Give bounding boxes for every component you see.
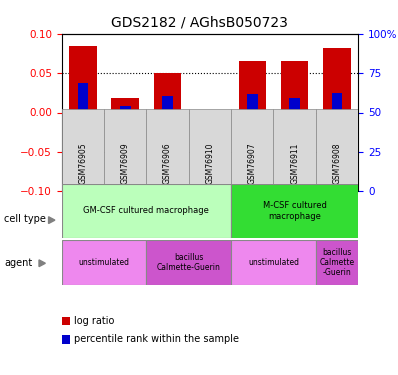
Text: cell type: cell type — [4, 214, 46, 224]
FancyBboxPatch shape — [231, 109, 273, 217]
Bar — [111, 98, 139, 112]
Text: GSM76910: GSM76910 — [205, 142, 215, 184]
Bar — [205, 112, 215, 142]
FancyBboxPatch shape — [316, 109, 358, 217]
FancyBboxPatch shape — [62, 184, 231, 238]
Text: unstimulated: unstimulated — [248, 258, 299, 267]
FancyBboxPatch shape — [146, 240, 231, 285]
Bar — [69, 46, 97, 112]
FancyBboxPatch shape — [104, 109, 146, 217]
Text: GSM76911: GSM76911 — [290, 142, 299, 184]
FancyBboxPatch shape — [273, 109, 316, 217]
Bar — [289, 98, 300, 112]
Text: GSM76909: GSM76909 — [121, 142, 130, 184]
Text: bacillus
Calmette-Guerin: bacillus Calmette-Guerin — [157, 253, 221, 272]
Bar — [238, 61, 266, 112]
FancyBboxPatch shape — [146, 109, 189, 217]
FancyBboxPatch shape — [231, 184, 358, 238]
Bar — [332, 93, 342, 112]
Text: GSM76908: GSM76908 — [332, 142, 341, 184]
Text: GM-CSF cultured macrophage: GM-CSF cultured macrophage — [84, 206, 209, 215]
Text: bacillus
Calmette
-Guerin: bacillus Calmette -Guerin — [320, 248, 355, 278]
Text: agent: agent — [4, 258, 32, 267]
Bar — [196, 112, 224, 156]
FancyBboxPatch shape — [62, 240, 146, 285]
Bar — [247, 94, 258, 112]
Bar — [323, 48, 351, 112]
Bar — [154, 73, 181, 112]
Text: log ratio: log ratio — [74, 316, 115, 326]
Polygon shape — [39, 260, 45, 267]
Text: percentile rank within the sample: percentile rank within the sample — [74, 334, 240, 344]
FancyBboxPatch shape — [316, 240, 358, 285]
FancyBboxPatch shape — [62, 109, 104, 217]
Text: GSM76905: GSM76905 — [78, 142, 88, 184]
Text: M-CSF cultured
macrophage: M-CSF cultured macrophage — [263, 201, 327, 220]
Text: GSM76907: GSM76907 — [248, 142, 257, 184]
Text: unstimulated: unstimulated — [78, 258, 129, 267]
Bar — [120, 106, 131, 112]
Bar — [162, 96, 173, 112]
FancyBboxPatch shape — [231, 240, 316, 285]
Bar — [78, 83, 88, 112]
FancyBboxPatch shape — [189, 109, 231, 217]
Text: GDS2182 / AGhsB050723: GDS2182 / AGhsB050723 — [111, 15, 287, 29]
Text: GSM76906: GSM76906 — [163, 142, 172, 184]
Bar — [281, 61, 308, 112]
Polygon shape — [49, 217, 55, 223]
